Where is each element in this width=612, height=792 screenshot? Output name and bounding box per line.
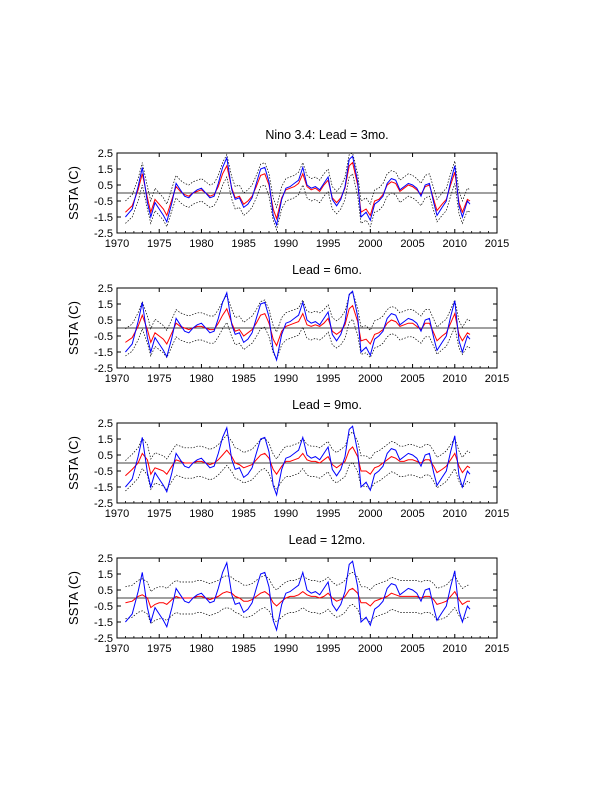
x-tick-label: 1985 <box>231 373 255 385</box>
x-tick-label: 1970 <box>105 643 129 655</box>
observed-line <box>125 425 471 497</box>
x-tick-label: 1995 <box>316 373 340 385</box>
y-tick-label: 2.5 <box>98 148 113 160</box>
x-tick-label: 1975 <box>147 643 171 655</box>
y-axis-label: SSTA (C) <box>66 166 81 220</box>
upper-bound-line <box>125 291 471 333</box>
y-tick-label: 2.5 <box>98 553 113 565</box>
x-tick-label: 2005 <box>400 373 424 385</box>
y-tick-label: -0.5 <box>94 196 113 208</box>
x-tick-label: 1985 <box>231 508 255 520</box>
observed-line <box>125 290 471 362</box>
x-tick-label: 1975 <box>147 238 171 250</box>
plot-area: 1970 1975 1980 1985 1990 1995 2000 2005 2010 2015… <box>94 553 509 655</box>
x-tick-label: 2015 <box>485 643 509 655</box>
y-tick-label: 1.5 <box>98 299 113 311</box>
x-tick-label: 2005 <box>400 643 424 655</box>
y-tick-label: -2.5 <box>94 498 113 510</box>
x-tick-label: 2010 <box>443 508 467 520</box>
panel-lead-3: Nino 3.4: Lead = 3mo. 1970 1975 1980 1985 19… <box>66 128 509 250</box>
x-tick-label: 1990 <box>274 643 298 655</box>
y-tick-label: -1.5 <box>94 212 113 224</box>
panel-title: Lead = 9mo. <box>292 398 362 412</box>
forecast-line <box>125 161 471 221</box>
plot-area: 1970 1975 1980 1985 1990 1995 2000 2005 2010 2015… <box>94 418 509 520</box>
y-tick-label: -1.5 <box>94 617 113 629</box>
upper-bound-line <box>125 431 471 461</box>
x-tick-label: 1990 <box>274 238 298 250</box>
upper-bound-line <box>125 571 470 593</box>
panel-lead-9: Lead = 9mo. 1970 1975 1980 1985 1990 1995 2000… <box>66 398 509 520</box>
y-tick-label: -0.5 <box>94 601 113 613</box>
plot-area: 1970 1975 1980 1985 1990 1995 2000 2005 2010 2015… <box>94 283 509 385</box>
x-tick-label: 1980 <box>189 643 213 655</box>
y-axis-label: SSTA (C) <box>66 571 81 625</box>
y-tick-label: 0.5 <box>98 450 113 462</box>
panel-lead-6: Lead = 6mo. 1970 1975 1980 1985 1990 1995 2000… <box>66 263 509 385</box>
x-tick-label: 1980 <box>189 373 213 385</box>
x-tick-label: 2015 <box>485 238 509 250</box>
x-tick-label: 1980 <box>189 508 213 520</box>
observed-line <box>125 155 471 227</box>
lower-bound-line <box>125 461 471 492</box>
x-tick-label: 1980 <box>189 238 213 250</box>
lower-bound-line <box>125 603 470 625</box>
forecast-line <box>125 446 471 477</box>
y-tick-label: -1.5 <box>94 347 113 359</box>
x-tick-label: 2015 <box>485 508 509 520</box>
x-tick-label: 1985 <box>231 238 255 250</box>
y-tick-label: -2.5 <box>94 228 113 240</box>
x-tick-label: 2005 <box>400 238 424 250</box>
x-tick-label: 2000 <box>358 373 382 385</box>
upper-bound-line <box>125 152 471 209</box>
x-tick-label: 2000 <box>358 508 382 520</box>
panel-title: Nino 3.4: Lead = 3mo. <box>265 128 388 142</box>
x-tick-label: 1995 <box>316 508 340 520</box>
y-tick-label: 1.5 <box>98 569 113 581</box>
y-tick-label: 0.5 <box>98 315 113 327</box>
x-tick-label: 1995 <box>316 643 340 655</box>
y-tick-label: 1.5 <box>98 164 113 176</box>
x-tick-label: 1985 <box>231 643 255 655</box>
y-tick-label: 0.5 <box>98 585 113 597</box>
panel-title: Lead = 6mo. <box>292 263 362 277</box>
y-tick-label: -2.5 <box>94 363 113 375</box>
y-tick-label: 1.5 <box>98 434 113 446</box>
x-tick-label: 1975 <box>147 373 171 385</box>
x-tick-label: 2010 <box>443 643 467 655</box>
forecast-line <box>125 587 470 609</box>
lower-bound-line <box>125 318 471 361</box>
x-tick-label: 2000 <box>358 238 382 250</box>
x-tick-label: 2010 <box>443 238 467 250</box>
x-tick-label: 1990 <box>274 373 298 385</box>
y-tick-label: 2.5 <box>98 418 113 430</box>
x-tick-label: 2005 <box>400 508 424 520</box>
y-tick-label: 0.5 <box>98 180 113 192</box>
y-tick-label: -0.5 <box>94 331 113 343</box>
panel-title: Lead = 12mo. <box>289 533 366 547</box>
x-tick-label: 2010 <box>443 373 467 385</box>
y-tick-label: -1.5 <box>94 482 113 494</box>
plot-area: 1970 1975 1980 1985 1990 1995 2000 2005 2010 2015… <box>94 148 509 250</box>
panel-lead-12: Lead = 12mo. 1970 1975 1980 1985 1990 1995 200… <box>66 533 509 655</box>
y-tick-label: -0.5 <box>94 466 113 478</box>
x-tick-label: 1995 <box>316 238 340 250</box>
x-tick-label: 1990 <box>274 508 298 520</box>
y-tick-label: -2.5 <box>94 633 113 645</box>
lower-bound-line <box>125 173 471 232</box>
y-tick-label: 2.5 <box>98 283 113 295</box>
x-tick-label: 1970 <box>105 373 129 385</box>
forecast-line <box>125 304 471 347</box>
x-tick-label: 1975 <box>147 508 171 520</box>
x-tick-label: 2015 <box>485 373 509 385</box>
y-axis-label: SSTA (C) <box>66 436 81 490</box>
x-tick-label: 2000 <box>358 643 382 655</box>
observed-line <box>125 560 471 632</box>
x-tick-label: 1970 <box>105 238 129 250</box>
x-tick-label: 1970 <box>105 508 129 520</box>
y-axis-label: SSTA (C) <box>66 301 81 355</box>
